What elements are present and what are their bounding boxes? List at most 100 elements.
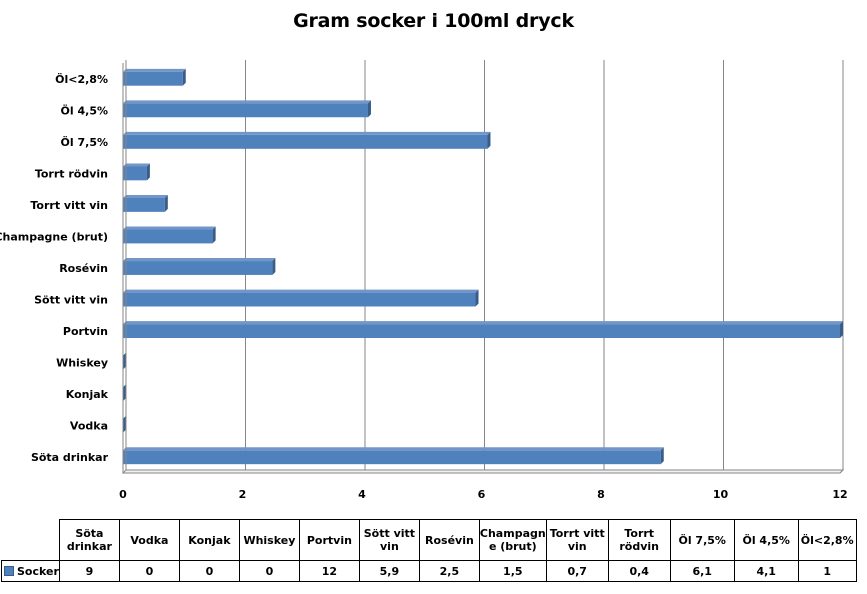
table-value-cell: 9 [58, 560, 120, 582]
x-tick-label: 6 [478, 488, 486, 501]
table-value-cell: 0 [238, 560, 300, 582]
bar-face [123, 166, 147, 181]
bar-face [123, 103, 368, 118]
category-label: Konjak [66, 388, 109, 401]
table-header-cell: Öl 7,5% [669, 519, 735, 561]
category-labels: Söta drinkar Vodka Konjak Whiskey Portvin Söt… [0, 72, 109, 464]
table-header-cell: Champagn e (brut) [478, 519, 547, 561]
table-header-cell: Söta drinkar [58, 519, 120, 561]
table-value-cell: 1,5 [478, 560, 547, 582]
table-value-cell: 6,1 [669, 560, 735, 582]
table-header-cell: Portvin [298, 519, 360, 561]
bar-top [123, 68, 186, 72]
bar-face [123, 450, 661, 465]
table-header-cell: Konjak [178, 519, 240, 561]
bar-side [840, 321, 843, 339]
category-label: Champagne (brut) [0, 230, 108, 243]
x-tick-label: 10 [713, 488, 729, 501]
bar [123, 447, 664, 465]
bar-side [146, 163, 150, 181]
table-header-cell: Torrt rödvin [607, 519, 671, 561]
bar-top [123, 258, 276, 262]
table-header-cell: Whiskey [238, 519, 300, 561]
bar-top [123, 131, 491, 135]
bar [123, 131, 491, 149]
category-label: Öl 7,5% [61, 135, 108, 149]
bar [123, 321, 843, 339]
bar-face [123, 324, 840, 339]
table-header-cell: Torrt vitt vin [545, 519, 609, 561]
table-value-cell: 0 [118, 560, 180, 582]
bar-side [367, 100, 371, 118]
gridlines [242, 60, 844, 474]
bar-face [123, 292, 476, 307]
bar [123, 226, 216, 244]
bar-side [123, 415, 126, 433]
table-header-cell: Öl<2,8% [797, 519, 857, 561]
bar-face [123, 71, 183, 86]
bar-top [123, 321, 843, 325]
x-tick-label: 4 [358, 488, 366, 501]
category-label: Rosévin [59, 262, 108, 275]
x-tick-label: 12 [832, 488, 847, 501]
table-header-cell: Öl 4,5% [733, 519, 799, 561]
data-table-corner [1, 519, 60, 561]
bar-side [182, 68, 186, 86]
category-label: Torrt rödvin [35, 167, 108, 180]
table-value-cell: 2,5 [418, 560, 480, 582]
bar-side [487, 131, 491, 149]
table-value-cell: 12 [298, 560, 360, 582]
bar-top [123, 100, 371, 104]
bar-top [123, 226, 216, 230]
bar [123, 289, 479, 307]
bar-side [475, 289, 479, 307]
table-value-cell: 4,1 [733, 560, 799, 582]
bar [123, 258, 276, 275]
bar [123, 100, 371, 118]
x-tick-label: 2 [239, 488, 247, 501]
bar-side [164, 194, 168, 212]
bar-top [123, 194, 168, 198]
category-label: Torrt vitt vin [30, 199, 108, 212]
bar-top [123, 447, 664, 451]
x-tick-label: 0 [119, 488, 127, 501]
bar-face [123, 229, 213, 244]
bar-face [123, 197, 165, 212]
axes [121, 60, 845, 474]
plot-floor [121, 469, 845, 474]
table-header-cell: Vodka [118, 519, 180, 561]
bar-side [660, 447, 664, 465]
table-value-cell: 0 [178, 560, 240, 582]
category-label: Portvin [63, 325, 108, 338]
table-value-cell: 1 [797, 560, 857, 582]
bars [123, 68, 843, 465]
table-value-cell: 0,7 [545, 560, 609, 582]
data-table-row: Socker 9 0 0 0 12 5,9 2,5 1,5 0,7 0,4 6,1 4,1 1 [1, 560, 857, 582]
x-tick-label: 8 [597, 488, 605, 501]
x-tick-labels: 0 2 4 6 8 10 12 [119, 488, 847, 501]
series-name: Socker [17, 564, 59, 578]
bar-top [123, 289, 479, 293]
bar-side [123, 352, 126, 370]
bar-top [123, 163, 150, 167]
table-value-cell: 0,4 [607, 560, 671, 582]
table-header-cell: Rosévin [418, 519, 480, 561]
bar-side [123, 384, 126, 402]
category-label: Sött vitt vin [34, 294, 108, 307]
bar [123, 68, 186, 86]
table-value-cell: 5,9 [358, 560, 420, 582]
chart-title: Gram socker i 100ml dryck [293, 10, 574, 32]
category-label: Öl 4,5% [61, 103, 108, 117]
category-label: Vodka [70, 420, 108, 433]
data-table: Söta drinkar Vodka Konjak Whiskey Portvin Söt… [1, 519, 857, 582]
bar-face [123, 134, 488, 149]
category-label: Söta drinkar [31, 451, 109, 464]
legend-swatch [4, 565, 14, 576]
table-header-cell: Sött vitt vin [358, 519, 420, 561]
bar-face [123, 261, 273, 275]
category-label: Whiskey [56, 357, 108, 370]
bar-side [272, 258, 276, 275]
legend-entry: Socker [1, 560, 60, 582]
bar [123, 194, 168, 212]
